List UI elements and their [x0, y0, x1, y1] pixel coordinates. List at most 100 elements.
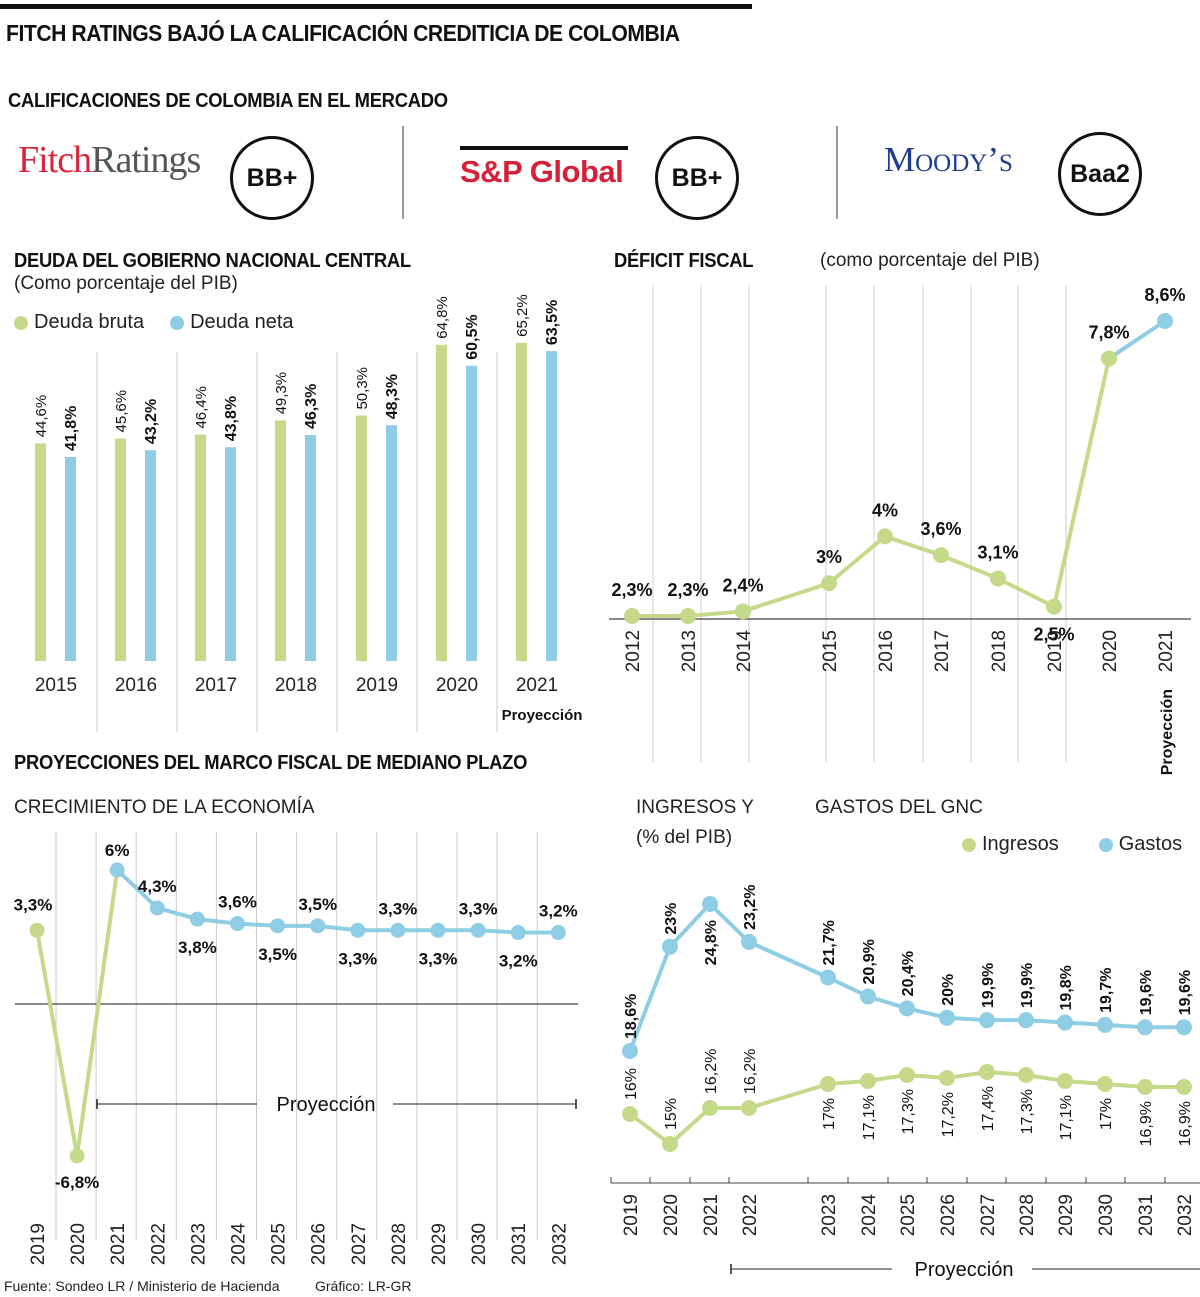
line-segment-ingresos — [668, 1106, 712, 1146]
data-label-gastos: 21,7% — [821, 920, 838, 965]
x-tick-label: 2025 — [898, 1194, 919, 1236]
data-label: 2,5% — [1033, 625, 1074, 645]
data-label: 6% — [105, 841, 130, 860]
x-tick-label: 2026 — [309, 1223, 330, 1265]
data-label: 3,3% — [379, 899, 418, 918]
projection-note: Proyección — [1159, 689, 1176, 775]
data-label-gastos: 20,4% — [900, 951, 917, 996]
data-point-ingresos — [1176, 1079, 1192, 1095]
data-point-ingresos — [1057, 1073, 1073, 1089]
bar-bruta — [516, 342, 527, 661]
data-label: 4,3% — [138, 877, 177, 896]
data-label-ingresos: 17,1% — [1058, 1095, 1075, 1140]
bar-value-label: 48,3% — [384, 374, 401, 419]
data-point-gastos — [702, 896, 718, 912]
bar-value-label: 60,5% — [464, 314, 481, 359]
x-tick-label: 2021 — [701, 1194, 722, 1236]
x-tick-label: 2019 — [1045, 630, 1066, 672]
data-point-ingresos — [702, 1100, 718, 1116]
bar-bruta — [356, 415, 367, 661]
data-label: 3,5% — [298, 895, 337, 914]
sp-rating-badge: BB+ — [655, 136, 739, 220]
bar-value-label: 63,5% — [544, 300, 561, 345]
ingresos-chart-subtitle: (% del PIB) — [636, 827, 733, 848]
data-point-gastos — [1097, 1016, 1113, 1033]
bar-value-label: 65,2% — [514, 294, 531, 337]
projection-label: Proyección — [277, 1094, 376, 1116]
x-tick-label: 2028 — [389, 1223, 410, 1265]
data-point-ingresos — [860, 1073, 876, 1089]
data-label-ingresos: 17,3% — [1019, 1089, 1036, 1134]
data-label-ingresos: 16,2% — [703, 1049, 720, 1094]
bar-bruta — [195, 434, 206, 661]
sp-logo-text: S&P Global — [460, 154, 624, 189]
data-label: 2,3% — [611, 580, 652, 600]
bar-value-label: 50,3% — [354, 367, 371, 410]
data-label-gastos: 19,6% — [1138, 970, 1155, 1015]
ingresos-chart-title-part2: GASTOS DEL GNC — [815, 797, 983, 818]
legend-label-gastos: Gastos — [1118, 833, 1183, 855]
data-point — [69, 1148, 85, 1164]
bar-neta — [546, 351, 557, 661]
x-tick-label: 2017 — [195, 675, 237, 696]
data-label-gastos: 19,9% — [1019, 963, 1036, 1008]
data-label: 3,6% — [920, 519, 961, 539]
deuda-bar-chart: 44,6% 41,8% 2015 45,6% 43,2% 2016 46,4% 43,8% 20… — [33, 294, 582, 732]
data-label: 2,3% — [667, 580, 708, 600]
moodys-logo: Moody’s — [884, 140, 1013, 179]
x-tick-label: 2021 — [1156, 630, 1177, 672]
data-label-ingresos: 15% — [663, 1098, 680, 1130]
sp-global-logo: S&P Global — [460, 146, 628, 190]
data-point-gastos — [741, 933, 757, 950]
line-segment — [1107, 319, 1167, 361]
ingresos-chart-title-part1: INGRESOS Y — [636, 797, 754, 818]
data-label: 3,2% — [539, 902, 578, 921]
line-segment — [115, 868, 159, 910]
data-point — [821, 575, 837, 592]
bar-value-label: 43,8% — [223, 396, 240, 441]
bar-value-label: 44,6% — [33, 395, 50, 438]
line-segment-ingresos — [748, 1082, 829, 1110]
ingresos-legend: Ingresos Gastos — [962, 833, 1182, 856]
data-point-gastos — [979, 1012, 995, 1029]
fitch-logo-part2: Ratings — [91, 139, 201, 181]
line-segment — [997, 576, 1055, 609]
data-label: 2,4% — [722, 575, 763, 595]
x-tick-label: 2022 — [148, 1223, 169, 1265]
data-label-ingresos: 17% — [821, 1098, 838, 1130]
bar-neta — [466, 365, 477, 661]
x-tick-label: 2019 — [356, 675, 398, 696]
line-segment-ingresos — [628, 1112, 672, 1146]
data-point — [624, 608, 640, 624]
data-label-ingresos: 17,1% — [861, 1095, 878, 1140]
data-point-ingresos — [939, 1070, 955, 1086]
x-tick-label: 2017 — [932, 630, 953, 672]
data-point — [1046, 598, 1062, 615]
data-point — [550, 925, 566, 941]
data-label-gastos: 19,6% — [1177, 970, 1194, 1015]
bar-value-label: 46,3% — [303, 384, 320, 429]
bar-value-label: 41,8% — [63, 406, 80, 451]
x-tick-label: 2023 — [188, 1223, 209, 1265]
deficit-chart-subtitle: (como porcentaje del PIB) — [820, 250, 1040, 271]
data-point-gastos — [1137, 1019, 1153, 1036]
x-tick-label: 2031 — [1136, 1194, 1157, 1236]
data-label: 3,3% — [459, 899, 498, 918]
data-point — [933, 547, 949, 564]
data-point — [510, 925, 526, 941]
data-label: 3,3% — [14, 895, 53, 914]
source-note: Fuente: Sondeo LR / Ministerio de Hacien… — [4, 1278, 280, 1294]
data-label-ingresos: 16,2% — [742, 1049, 759, 1094]
data-point-ingresos — [662, 1136, 678, 1152]
data-point-gastos — [860, 988, 876, 1005]
x-tick-label: 2032 — [549, 1223, 570, 1265]
x-tick-label: 2022 — [740, 1194, 761, 1236]
data-label: 4% — [872, 500, 898, 520]
data-label-gastos: 19,9% — [980, 963, 997, 1008]
data-point — [1157, 313, 1173, 329]
x-tick-label: 2027 — [349, 1223, 370, 1265]
x-tick-label: 2031 — [509, 1223, 530, 1265]
data-label: 3,2% — [499, 952, 538, 971]
line-segment — [1052, 358, 1111, 608]
x-tick-label: 2029 — [429, 1223, 450, 1265]
